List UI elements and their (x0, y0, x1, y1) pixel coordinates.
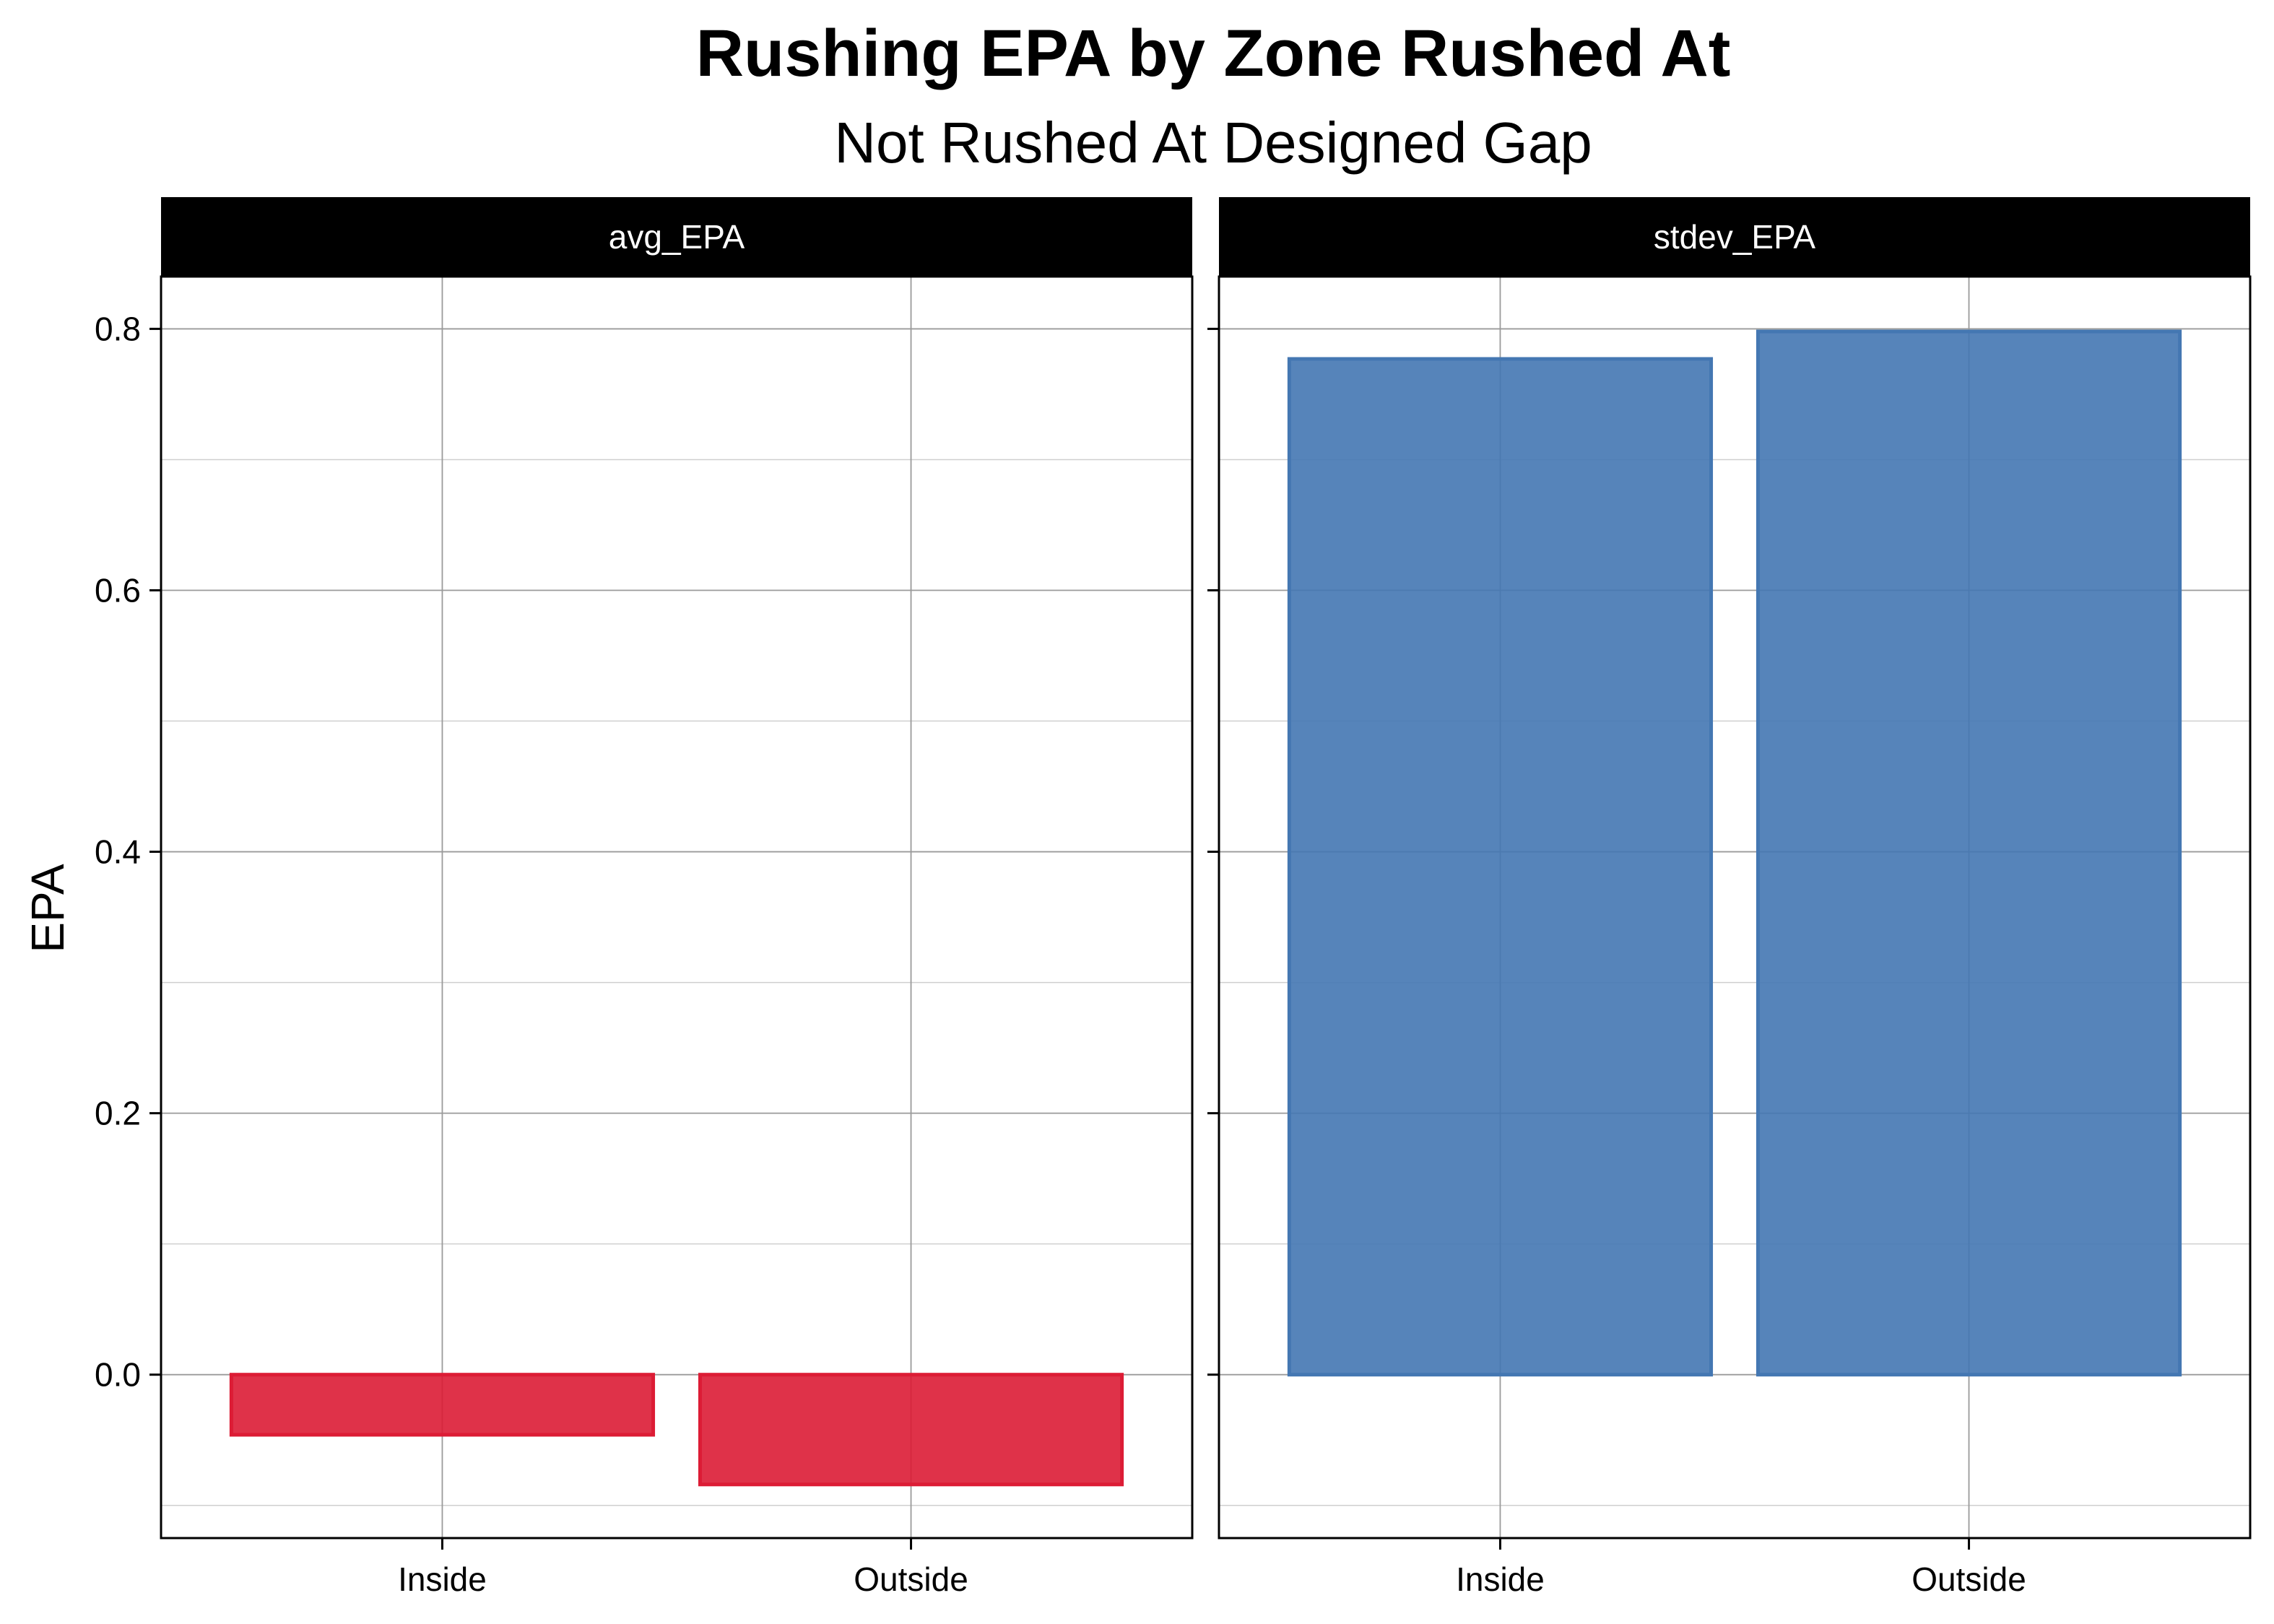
bar-avg_EPA-Outside (698, 1373, 1124, 1487)
facet-strip-label: avg_EPA (609, 218, 745, 256)
panel-background (161, 277, 1192, 1538)
facet-strip (161, 197, 1192, 277)
y-tick-label: 0.0 (95, 1356, 141, 1394)
facet-strip-label: stdev_EPA (1654, 218, 1815, 256)
facet-strip (1219, 197, 2250, 277)
facet-panel-stdev_EPA: stdev_EPA Inside Outside (1207, 197, 2252, 1598)
x-tick-label: Inside (1456, 1560, 1545, 1598)
bar-avg_EPA-Inside (229, 1373, 656, 1437)
y-tick-label: 0.6 (95, 571, 141, 609)
y-axis-label: EPA (22, 864, 74, 953)
chart-title: Rushing EPA by Zone Rushed At (696, 17, 1731, 90)
facet-panels: avg_EPA Inside Outside 0.0 0.2 0.4 0.6 0.8 stdev… (95, 197, 2252, 1598)
chart-subtitle: Not Rushed At Designed Gap (834, 110, 1592, 175)
y-tick-label: 0.2 (95, 1095, 141, 1132)
facet-panel-avg_EPA: avg_EPA Inside Outside 0.0 0.2 0.4 0.6 0.8 (95, 197, 1194, 1598)
bar-stdev_EPA-Outside (1756, 329, 2182, 1377)
x-tick-label: Outside (854, 1560, 968, 1598)
bar-stdev_EPA-Inside (1287, 357, 1714, 1377)
y-tick-label: 0.8 (95, 310, 141, 347)
x-tick-label: Inside (398, 1560, 487, 1598)
y-tick-label: 0.4 (95, 833, 141, 871)
x-tick-label: Outside (1911, 1560, 2026, 1598)
